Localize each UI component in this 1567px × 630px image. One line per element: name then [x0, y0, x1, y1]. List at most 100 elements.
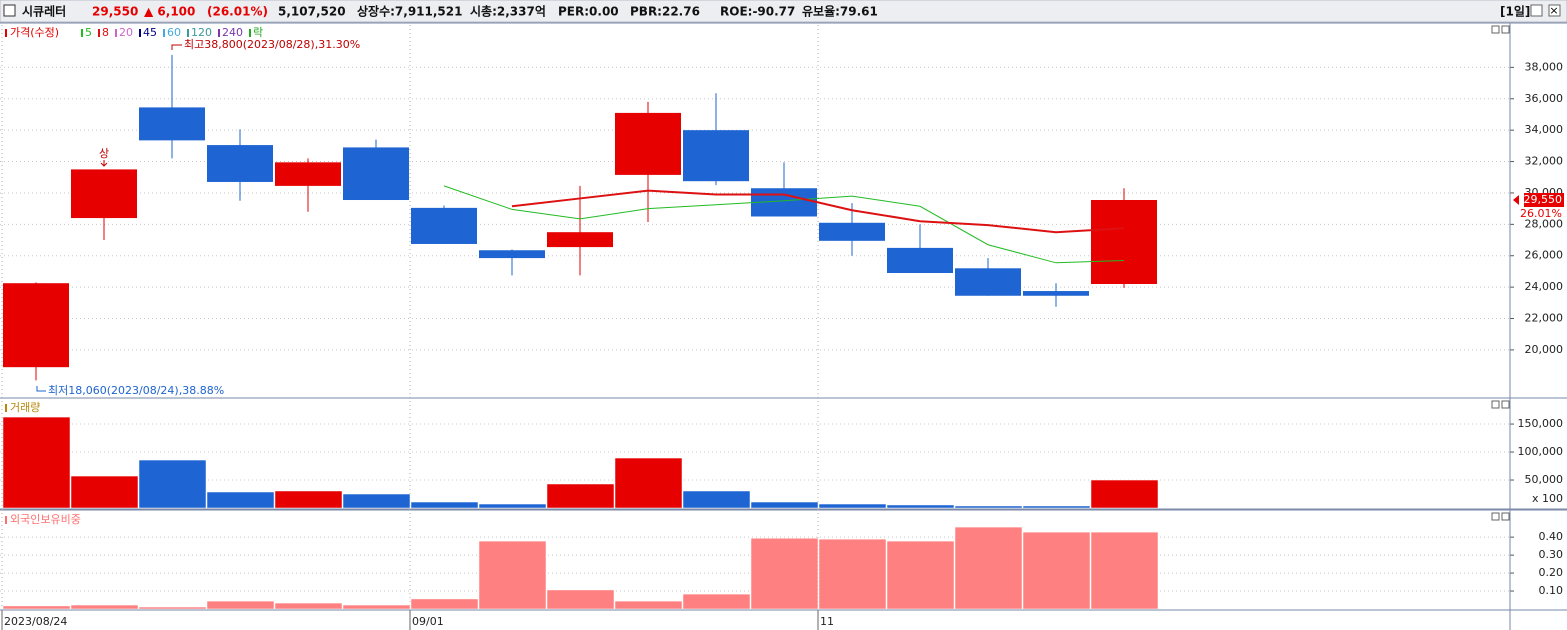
window-button[interactable]: [1530, 4, 1543, 17]
bar: [138, 606, 207, 610]
candle-body: [819, 222, 885, 241]
bar: [546, 483, 615, 509]
candle-body: [275, 162, 341, 186]
bar: [478, 540, 547, 610]
volume: 5,107,520: [278, 5, 346, 19]
y-tick-label: 22,000: [1525, 312, 1564, 325]
legend-label: 45: [143, 26, 157, 39]
candle-body: [547, 232, 613, 248]
unit-label: x 100: [1532, 492, 1563, 505]
panel-button: [1491, 25, 1500, 34]
candle-body: [207, 145, 273, 182]
bar: [138, 459, 207, 509]
bar: [1090, 531, 1159, 610]
bar: [410, 598, 479, 610]
bar: [886, 504, 955, 509]
legend-label: 240: [222, 26, 243, 39]
bar: [614, 457, 683, 509]
bar: [2, 605, 71, 610]
y-tick-label: 0.20: [1539, 566, 1564, 579]
price-tag-label: 29,550: [1524, 193, 1563, 206]
annotation-arrow: [171, 44, 182, 50]
panel-button: [1491, 400, 1500, 409]
title-marker: [5, 516, 7, 524]
panel-title: 외국인보유비중: [10, 513, 81, 526]
panel-button: [1501, 25, 1510, 34]
bar: [70, 475, 139, 509]
ma-line: [511, 189, 1125, 234]
y-tick-label: 28,000: [1525, 217, 1564, 230]
legend-swatch: [115, 29, 117, 37]
stats: 상장수:7,911,521 시총:2,337억 PER:0.00 PBR:22.76 R…: [357, 4, 878, 19]
bar: [750, 537, 819, 610]
x-tick-label: 09/01: [412, 615, 444, 628]
header-stat: 유보율:79.61: [802, 5, 878, 19]
bar: [818, 503, 887, 509]
bar: [1090, 479, 1159, 509]
y-tick-label: 34,000: [1525, 123, 1564, 136]
candle-body: [479, 250, 545, 259]
x-tick-label: 11: [820, 615, 834, 628]
candle-body: [71, 169, 137, 219]
legend-swatch: [139, 29, 141, 37]
legend-swatch: [218, 29, 220, 37]
y-tick-label: 0.10: [1539, 584, 1564, 597]
legend-label: 5: [85, 26, 92, 39]
bar: [886, 540, 955, 610]
candle-body: [3, 283, 69, 368]
bar: [1022, 505, 1091, 509]
y-tick-label: 50,000: [1525, 473, 1564, 486]
candle-body: [411, 207, 477, 244]
bar: [614, 600, 683, 610]
bar: [342, 604, 411, 610]
legend-swatch: [98, 29, 100, 37]
bar: [206, 600, 275, 610]
legend-swatch: [187, 29, 189, 37]
panel-button: [1501, 512, 1510, 521]
legend-label: 8: [102, 26, 109, 39]
annotation-high: 최고38,800(2023/08/28),31.30%: [184, 38, 360, 51]
header-stat: 상장수:7,911,521: [357, 4, 462, 19]
change: ▲ 6,100: [144, 5, 195, 19]
bar: [1022, 531, 1091, 610]
panel-button: [1501, 400, 1510, 409]
candle-body: [1091, 200, 1157, 284]
stock-name: 시큐레터: [22, 4, 66, 19]
close-button[interactable]: [1548, 4, 1561, 17]
header-stat: ROE:-90.77: [720, 5, 795, 19]
legend-swatch: [249, 29, 251, 37]
legend-label: 20: [119, 26, 133, 39]
annotation-limit: 상: [99, 147, 109, 160]
panel-title: 가격(수정): [10, 26, 59, 39]
bar: [206, 491, 275, 509]
y-tick-label: 20,000: [1525, 343, 1564, 356]
candle-body: [343, 147, 409, 201]
y-tick-label: 0.40: [1539, 530, 1564, 543]
bar: [682, 593, 751, 610]
price-pointer: [1513, 195, 1519, 206]
annotation-low: 최저18,060(2023/08/24),38.88%: [48, 384, 224, 397]
ma-line: [443, 185, 1125, 264]
y-tick-label: 0.30: [1539, 548, 1564, 561]
legend-label: 락: [253, 26, 263, 39]
candle-body: [955, 268, 1021, 296]
bar: [70, 604, 139, 610]
candle-body: [139, 107, 205, 141]
bar: [954, 505, 1023, 509]
checkbox[interactable]: [3, 4, 16, 17]
candle-body: [1023, 291, 1089, 296]
y-tick-label: 24,000: [1525, 280, 1564, 293]
title-marker: [5, 29, 7, 37]
header-stat: PBR:22.76: [630, 5, 700, 19]
price-tag: [1524, 193, 1564, 208]
bar: [954, 526, 1023, 610]
change-pct: (26.01%): [207, 5, 268, 19]
bar: [682, 490, 751, 509]
bar: [2, 416, 71, 509]
legend-label: 120: [191, 26, 212, 39]
close-icon: ×: [1549, 4, 1558, 17]
period[interactable]: [1일]: [1500, 5, 1530, 19]
y-tick-label: 36,000: [1525, 92, 1564, 105]
